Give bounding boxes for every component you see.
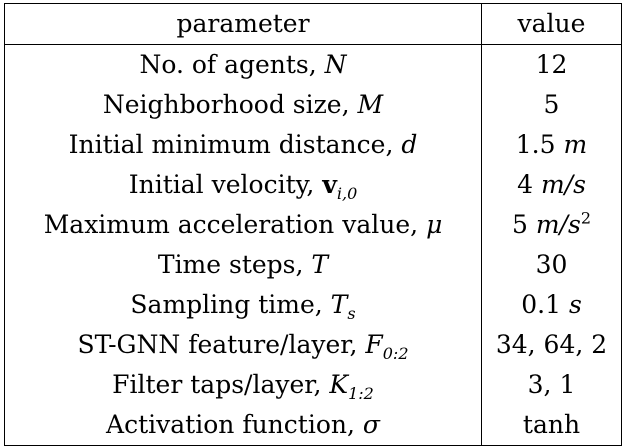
parameter-symbol: N [324,50,347,79]
table-row: Activation function, σ tanh [4,405,622,446]
parameter-cell: Sampling time, Ts [4,285,482,325]
parameter-label: Maximum acceleration value, [43,210,419,239]
value-unit-exponent: 2 [580,208,591,228]
parameter-label: No. of agents, [139,50,317,79]
table-row: No. of agents, N 12 [4,44,622,85]
header-value: value [481,3,622,45]
parameter-label: Neighborhood size, [102,90,350,119]
value-cell: 5 m/s2 [481,205,622,245]
table-row: Neighborhood size, M 5 [4,85,622,125]
parameter-label: Activation function, [106,410,355,439]
value-cell: 0.1 s [481,285,622,325]
header-row: parameter value [4,3,622,45]
table-row: Sampling time, Ts 0.1 s [4,285,622,325]
value-cell: 5 [481,85,622,125]
parameter-symbol: T [330,290,348,319]
parameter-symbol: K [329,370,349,399]
parameter-cell: Time steps, T [4,245,482,285]
value-number: 5 [511,210,528,239]
value-number: tanh [522,410,581,439]
parameter-cell: No. of agents, N [4,44,482,85]
value-cell: 4 m/s [481,165,622,205]
parameter-subscript: 0:2 [382,344,409,363]
value-unit: s [568,290,582,319]
value-number: 34, 64, 2 [495,330,608,359]
value-unit: m/s [535,210,581,239]
value-number: 0.1 [521,290,561,319]
parameter-cell: Filter taps/layer, K1:2 [4,365,482,405]
value-unit: m/s [540,170,586,199]
parameter-subscript: 1:2 [348,384,374,403]
table-row: Time steps, T 30 [4,245,622,285]
parameter-label: Filter taps/layer, [112,370,322,399]
parameter-subscript: s [347,304,356,323]
parameter-symbol: F [365,330,383,359]
parameter-cell: Initial velocity, vi,0 [4,165,482,205]
value-number: 1.5 [515,130,556,159]
parameter-symbol: T [311,250,329,279]
value-number: 4 [517,170,533,199]
value-number: 3, 1 [527,370,576,399]
parameter-cell: Neighborhood size, M [4,85,482,125]
parameter-symbol: μ [426,210,443,239]
value-cell: 1.5 m [481,125,622,165]
value-cell: 34, 64, 2 [481,325,622,365]
parameter-label: Sampling time, [130,290,323,319]
parameter-cell: Initial minimum distance, d [4,125,482,165]
parameter-table: parameter value No. of agents, N 12 Neighb… [4,3,622,446]
value-unit: m [563,130,588,159]
parameter-subscript: i,0 [336,184,358,203]
value-cell: 3, 1 [481,365,622,405]
parameter-label: Initial velocity, [128,170,315,199]
parameter-cell: Maximum acceleration value, μ [4,205,482,245]
value-cell: 30 [481,245,622,285]
table-row: Initial minimum distance, d 1.5 m [4,125,622,165]
value-cell: tanh [481,405,622,446]
parameter-cell: Activation function, σ [4,405,482,446]
parameter-cell: ST-GNN feature/layer, F0:2 [4,325,482,365]
parameter-symbol: σ [362,410,380,439]
parameter-symbol: v [322,170,337,199]
table-row: Initial velocity, vi,0 4 m/s [4,165,622,205]
value-number: 30 [535,250,568,279]
value-number: 5 [543,90,560,119]
table-row: Filter taps/layer, K1:2 3, 1 [4,365,622,405]
parameter-label: Time steps, [157,250,304,279]
header-parameter: parameter [4,3,482,45]
table-row: ST-GNN feature/layer, F0:2 34, 64, 2 [4,325,622,365]
parameter-label: ST-GNN feature/layer, [77,330,358,359]
parameter-symbol: M [357,90,384,119]
parameter-label: Initial minimum distance, [68,130,394,159]
value-number: 12 [535,50,568,79]
value-cell: 12 [481,44,622,85]
parameter-symbol: d [401,130,418,159]
